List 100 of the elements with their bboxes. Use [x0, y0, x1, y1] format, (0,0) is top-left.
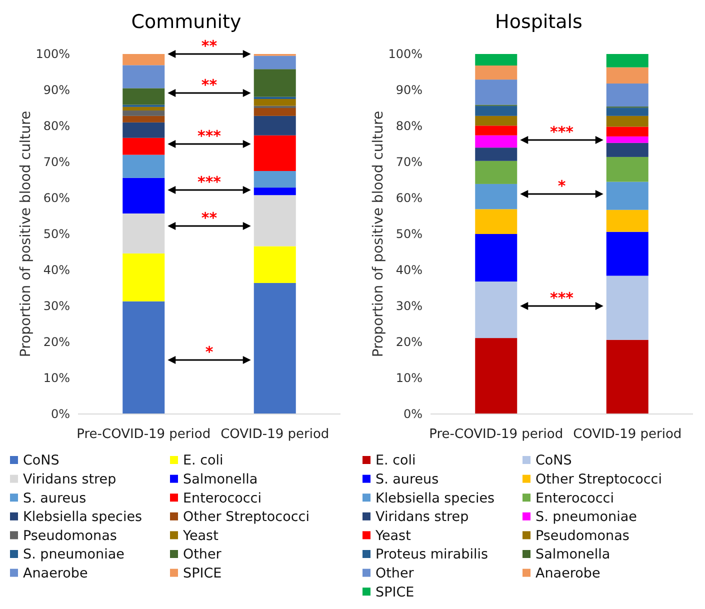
legend-label: Other Streptococci: [536, 472, 662, 488]
legend-label: Klebsiella species: [376, 490, 495, 506]
bar: [606, 232, 648, 276]
legend-label: Yeast: [182, 528, 218, 544]
legend-label: Other: [376, 566, 414, 582]
legend-label: Klebsiella species: [23, 509, 142, 526]
bar: [475, 80, 518, 105]
legend-label: Enterococci: [536, 490, 614, 506]
bar: [254, 171, 296, 188]
bar: [606, 126, 648, 136]
bar: [122, 106, 165, 111]
y-tick-label: 10%: [43, 371, 70, 386]
y-tick-label: 40%: [43, 263, 70, 278]
x-tick-label: COVID-19 period: [220, 427, 330, 442]
bar: [606, 116, 648, 127]
y-tick-label: 20%: [43, 335, 70, 350]
y-tick-label: 10%: [396, 371, 422, 386]
legend-label: S. aureus: [23, 490, 86, 506]
bar: [606, 108, 648, 116]
bar: [254, 135, 296, 171]
y-tick-label: 50%: [43, 227, 70, 242]
legend-label: Yeast: [374, 528, 411, 544]
legend-label: Viridans strep: [23, 472, 116, 488]
legend-label: Enterococci: [183, 490, 262, 506]
legend-label: Anaerobe: [23, 566, 88, 582]
bar: [122, 110, 165, 116]
bar: [475, 148, 518, 161]
bar: [475, 234, 518, 282]
bar: [122, 178, 165, 214]
legend-label: S. pneumoniae: [536, 509, 637, 526]
legend-label: Viridans strep: [376, 509, 469, 526]
bar: [475, 66, 518, 80]
bar: [122, 138, 165, 155]
bar: [254, 56, 296, 70]
bar: [475, 338, 518, 414]
y-tick-label: 60%: [396, 191, 422, 206]
bar: [254, 188, 296, 196]
y-axis-title: Proportion of positive blood culture: [370, 110, 386, 358]
annotation: ***: [550, 123, 574, 141]
y-tick-label: 0%: [403, 407, 422, 422]
bar: [122, 301, 165, 414]
bar: [475, 184, 518, 210]
x-tick-label: Pre-COVID-19 period: [429, 427, 564, 442]
y-tick-label: 40%: [396, 263, 422, 278]
y-tick-label: 90%: [43, 83, 70, 98]
legend-label: E. coli: [183, 452, 224, 469]
y-tick-label: 70%: [396, 155, 422, 170]
legend-label: Salmonella: [536, 546, 610, 563]
chart-title: Community: [131, 11, 242, 33]
y-tick-label: 90%: [396, 83, 422, 98]
y-tick-label: 80%: [396, 119, 422, 134]
bar: [122, 116, 165, 122]
legend-label: SPICE: [183, 566, 222, 582]
bar: [122, 253, 165, 302]
annotation: *: [205, 343, 214, 361]
y-tick-label: 60%: [43, 191, 70, 206]
y-tick-label: 0%: [50, 407, 70, 422]
bar: [606, 54, 648, 68]
bar: [122, 154, 165, 178]
bar: [475, 160, 518, 184]
bar: [606, 156, 648, 182]
annotation: ***: [197, 127, 222, 145]
legend-label: Anaerobe: [536, 566, 600, 582]
legend-label: SPICE: [376, 584, 414, 600]
bar: [254, 99, 296, 106]
bar: [606, 142, 648, 157]
bar: [122, 122, 165, 138]
bar: [254, 246, 296, 283]
legend-label: Pseudomonas: [23, 528, 117, 544]
legend-label: CoNS: [536, 452, 572, 469]
annotation: **: [201, 209, 218, 227]
bar: [254, 108, 296, 116]
y-tick-label: 100%: [36, 47, 70, 62]
y-tick-label: 20%: [396, 335, 422, 350]
legend-label: S. aureus: [376, 472, 439, 488]
y-tick-label: 70%: [43, 155, 70, 170]
bar: [606, 67, 648, 84]
bar: [475, 126, 518, 136]
legend-label: Pseudomonas: [536, 528, 630, 544]
bar: [254, 116, 296, 136]
legend-label: Salmonella: [183, 472, 258, 488]
bar: [606, 340, 648, 414]
bar: [254, 195, 296, 246]
legend-label: Other: [183, 546, 222, 563]
bar: [606, 136, 648, 143]
annotation: ***: [550, 289, 574, 307]
bar: [122, 65, 165, 88]
legend-label: CoNS: [23, 452, 60, 469]
bar: [475, 135, 518, 148]
legend-label: Other Streptococci: [183, 509, 310, 526]
bar: [606, 210, 648, 232]
bar: [606, 276, 648, 340]
x-tick-label: Pre-COVID-19 period: [76, 427, 211, 442]
annotation: **: [201, 37, 218, 55]
bar: [475, 282, 518, 338]
bar: [475, 116, 518, 126]
x-tick-label: COVID-19 period: [573, 427, 682, 442]
y-tick-label: 100%: [388, 47, 422, 62]
legend-label: E. coli: [376, 452, 416, 469]
bar: [122, 88, 165, 105]
